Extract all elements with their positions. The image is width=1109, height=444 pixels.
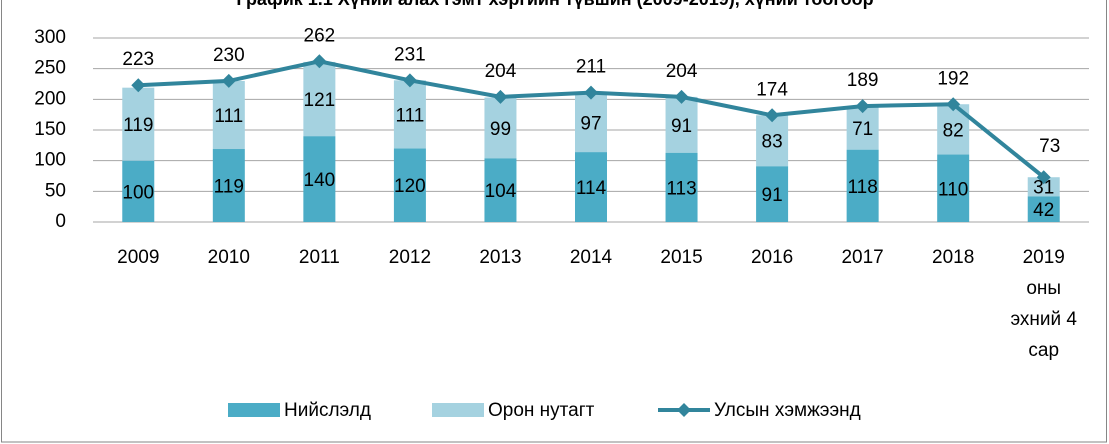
data-label: 91 bbox=[762, 185, 783, 206]
data-label: 204 bbox=[666, 61, 698, 82]
bar-segment bbox=[1027, 196, 1060, 222]
x-tick-label: 2010 bbox=[208, 247, 250, 268]
line-marker bbox=[946, 97, 961, 112]
data-label: 174 bbox=[756, 79, 788, 100]
grid: 0 50 100 150 200 250 300 bbox=[34, 27, 1089, 232]
x-tick-label: 2014 bbox=[570, 247, 613, 268]
data-label: 231 bbox=[394, 44, 426, 65]
line-marker bbox=[131, 78, 146, 93]
data-label: 31 bbox=[1033, 178, 1054, 199]
data-label: 114 bbox=[576, 178, 607, 199]
data-label: 211 bbox=[576, 57, 606, 78]
data-label: 230 bbox=[213, 45, 245, 66]
bar-segment bbox=[665, 96, 698, 153]
bar-segment bbox=[122, 87, 155, 161]
data-label: 91 bbox=[671, 116, 692, 137]
bar-segment bbox=[393, 80, 426, 149]
data-label: 111 bbox=[395, 105, 424, 126]
legend-swatch bbox=[677, 403, 691, 417]
line-marker bbox=[674, 89, 689, 104]
data-label: 192 bbox=[937, 68, 969, 89]
line-marker bbox=[493, 89, 508, 104]
line-marker bbox=[312, 54, 327, 69]
data-label: 111 bbox=[214, 106, 243, 127]
x-tick-label: 2009 bbox=[117, 247, 159, 268]
bar-segment bbox=[484, 97, 517, 159]
line-marker bbox=[584, 85, 598, 100]
x-tick-label: 2011 bbox=[299, 247, 340, 268]
data-label: 262 bbox=[304, 25, 336, 46]
legend-label: Нийслэлд bbox=[284, 400, 371, 421]
data-label: 110 bbox=[938, 179, 968, 200]
bar-segment bbox=[212, 149, 245, 222]
legend-label: Орон нутагт bbox=[488, 400, 595, 421]
data-label: 120 bbox=[394, 176, 426, 197]
data-label: 42 bbox=[1033, 200, 1054, 221]
line-marker bbox=[1036, 170, 1051, 185]
line-marker bbox=[765, 108, 780, 123]
y-tick-label: 200 bbox=[34, 88, 66, 109]
data-label: 99 bbox=[490, 119, 511, 140]
x-tick-label: 2019 оны эхний 4 сар bbox=[1010, 247, 1077, 361]
line-marker bbox=[402, 73, 417, 88]
data-label: 119 bbox=[214, 177, 244, 198]
data-label: 82 bbox=[943, 120, 964, 141]
bar-segment bbox=[575, 152, 607, 222]
data-label: 83 bbox=[762, 132, 783, 153]
data-label: 119 bbox=[123, 115, 153, 136]
bar-segment bbox=[212, 80, 245, 150]
bar-segment bbox=[756, 115, 789, 167]
bar-segment bbox=[303, 136, 336, 222]
bar-segment bbox=[846, 106, 879, 150]
data-label: 121 bbox=[304, 90, 336, 111]
x-tick-label: 2015 bbox=[660, 247, 702, 268]
bar-segment bbox=[756, 166, 789, 222]
line-marker bbox=[221, 73, 236, 88]
line-layer bbox=[131, 54, 1051, 185]
legend-swatch bbox=[228, 403, 280, 417]
bar-segment bbox=[846, 149, 879, 222]
bar-segment bbox=[303, 61, 336, 137]
x-tick-label: 2013 bbox=[479, 247, 521, 268]
bar-segment bbox=[575, 92, 607, 153]
data-label: 71 bbox=[852, 119, 873, 140]
data-label: 223 bbox=[122, 49, 154, 70]
y-tick-label: 300 bbox=[34, 27, 66, 48]
legend: Нийслэлд Орон нутагт Улсын хэмжээнд bbox=[228, 400, 861, 421]
data-label: 97 bbox=[580, 113, 601, 134]
data-label: 113 bbox=[666, 178, 696, 199]
y-tick-label: 100 bbox=[34, 150, 66, 171]
data-label: 104 bbox=[485, 181, 517, 202]
legend-label: Улсын хэмжээнд bbox=[714, 400, 861, 421]
chart-title: График 1.1 Хүний алах гэмт хэргийн түвши… bbox=[236, 0, 873, 9]
bar-segment bbox=[484, 158, 517, 222]
bar-segment bbox=[1027, 177, 1060, 197]
y-tick-label: 150 bbox=[34, 119, 66, 140]
y-tick-label: 250 bbox=[34, 58, 66, 79]
bar-segment bbox=[937, 154, 970, 222]
bar-segment bbox=[665, 152, 698, 222]
data-label: 118 bbox=[847, 177, 877, 198]
data-label: 73 bbox=[1039, 136, 1060, 157]
x-tick-label: 2017 bbox=[841, 247, 883, 268]
legend-swatch bbox=[432, 403, 484, 417]
data-label: 100 bbox=[122, 182, 154, 203]
data-label: 189 bbox=[847, 70, 879, 91]
x-tick-label: 2018 bbox=[932, 247, 974, 268]
data-label: 204 bbox=[485, 61, 517, 82]
line-marker bbox=[855, 99, 870, 114]
y-tick-label: 0 bbox=[55, 211, 66, 232]
bar-segment bbox=[122, 160, 155, 222]
bars bbox=[122, 61, 1060, 222]
x-tick-label: 2016 bbox=[751, 247, 793, 268]
y-tick-label: 50 bbox=[45, 180, 66, 201]
labels: 2009 2010 2011 2012 2013 2014 2015 2016 2017 2018… bbox=[117, 25, 1077, 361]
bar-segment bbox=[393, 148, 426, 222]
data-label: 140 bbox=[304, 170, 336, 191]
x-tick-label: 2012 bbox=[389, 247, 431, 268]
